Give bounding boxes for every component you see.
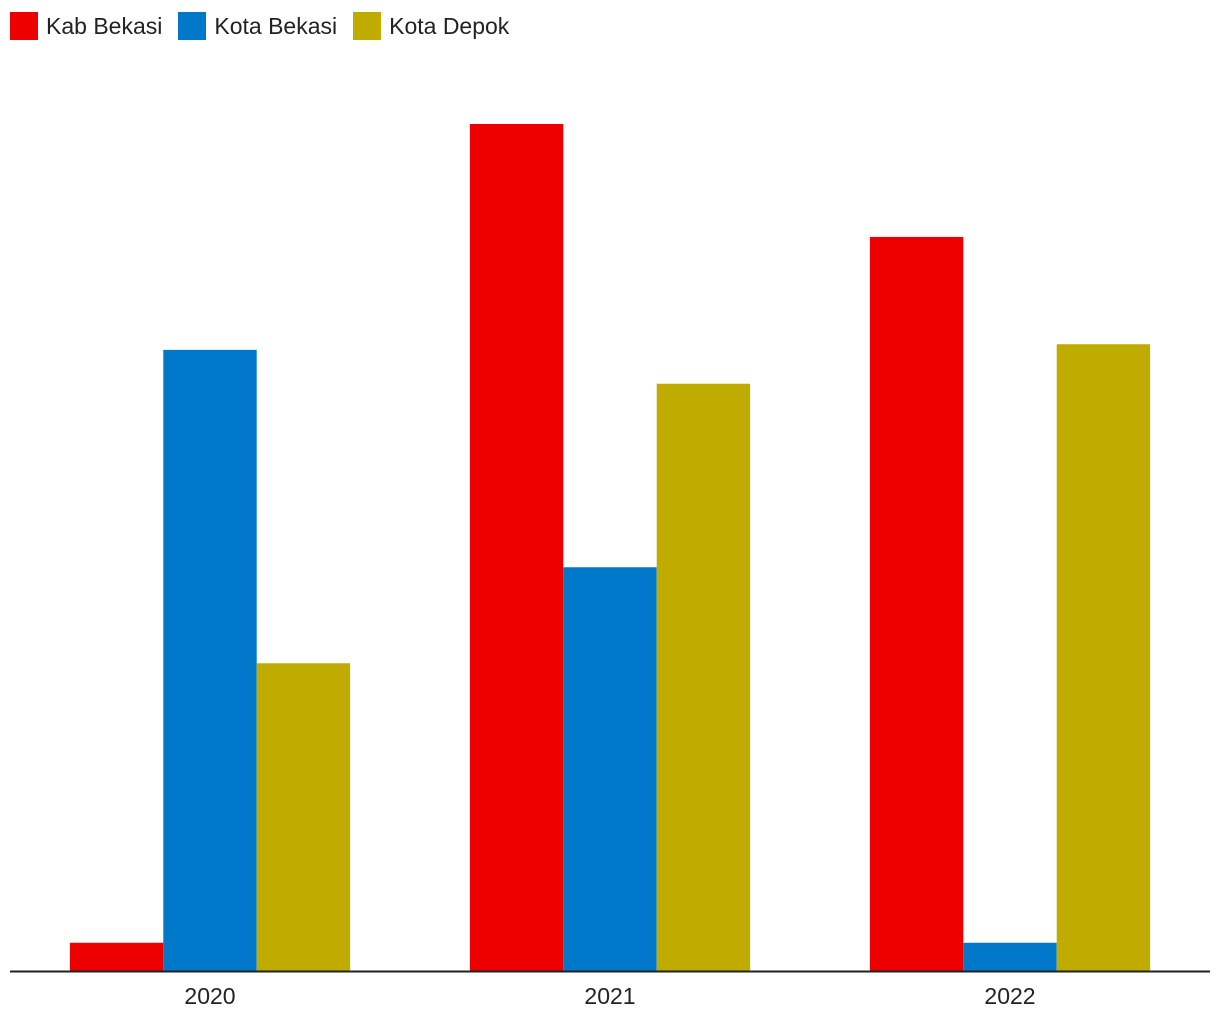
bar-kab-bekasi-2021[interactable] (469, 124, 564, 971)
x-tick-label: 2020 (184, 983, 235, 1009)
bar-kota-depok-2020[interactable] (256, 663, 351, 971)
bar-kota-depok-2022[interactable] (1056, 344, 1151, 972)
legend-label-kota-depok: Kota Depok (389, 12, 510, 39)
bar-kota-bekasi-2020[interactable] (163, 349, 257, 971)
legend-swatch-kab-bekasi (10, 12, 38, 40)
x-tick-label: 2022 (984, 983, 1035, 1009)
bar-kota-bekasi-2021[interactable] (563, 567, 657, 971)
bar-kab-bekasi-2022[interactable] (869, 236, 964, 971)
x-tick-label: 2021 (584, 983, 635, 1009)
legend-swatch-kota-bekasi (178, 12, 207, 40)
legend-label-kab-bekasi: Kab Bekasi (46, 12, 163, 39)
bar-kota-depok-2021[interactable] (656, 383, 751, 971)
legend-label-kota-bekasi: Kota Bekasi (214, 12, 338, 39)
legend-item-kota-depok[interactable]: Kota Depok (353, 12, 509, 40)
legend-item-kab-bekasi[interactable]: Kab Bekasi (10, 12, 162, 40)
legend-swatch-kota-depok (353, 12, 382, 40)
chart-legend: Kab Bekasi Kota Bekasi Kota Depok (10, 11, 525, 41)
bar-kota-bekasi-2022[interactable] (963, 942, 1057, 971)
bar-kab-bekasi-2020[interactable] (69, 942, 164, 971)
legend-item-kota-bekasi[interactable]: Kota Bekasi (178, 12, 337, 40)
